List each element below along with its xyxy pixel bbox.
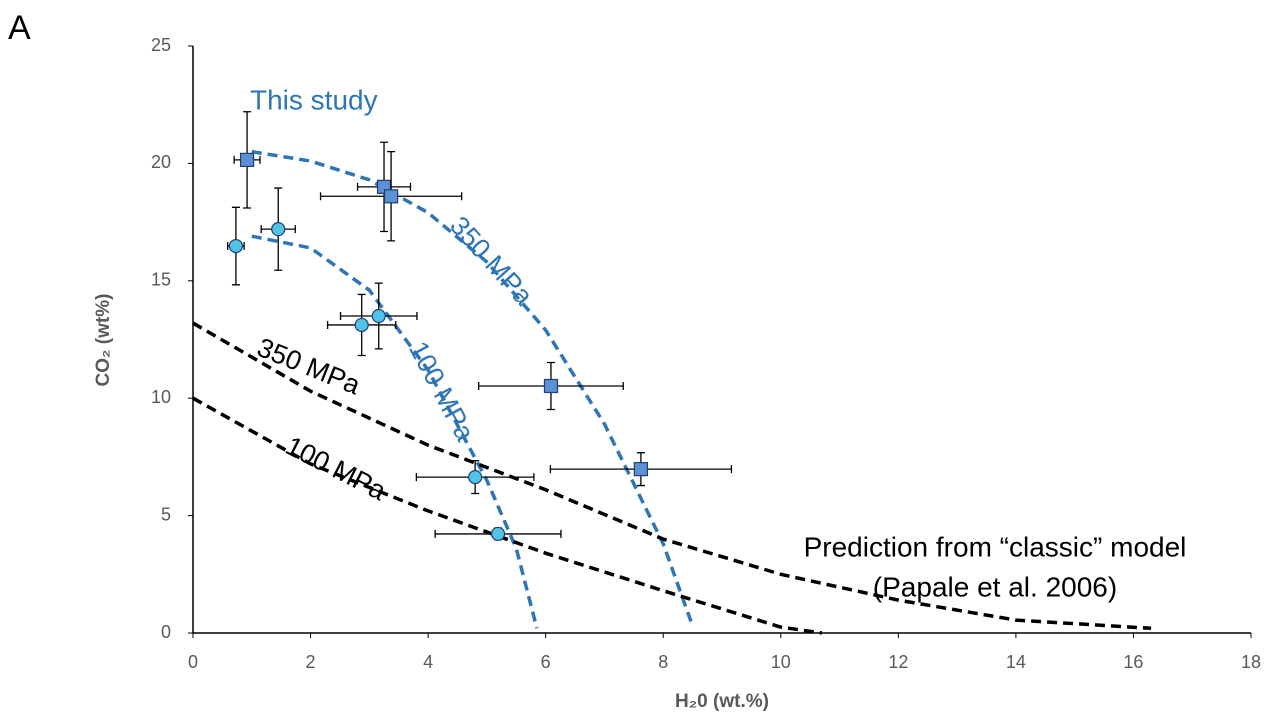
- y-tick-label: 25: [151, 35, 171, 55]
- y-tick-label: 15: [151, 270, 171, 290]
- x-tick-label: 2: [306, 652, 316, 672]
- data-point: [383, 189, 399, 204]
- panel-label: A: [8, 9, 31, 47]
- curve-label: 100 MPa: [281, 430, 392, 506]
- y-tick-label: 5: [161, 504, 171, 524]
- model-curve: [192, 321, 1152, 631]
- y-tick-label: 0: [161, 622, 171, 642]
- data-point: [371, 308, 386, 324]
- x-tick-label: 18: [1241, 652, 1261, 672]
- x-tick-label: 10: [771, 652, 791, 672]
- data-point: [239, 152, 255, 167]
- x-tick-label: 6: [541, 652, 551, 672]
- model-curve: [251, 234, 539, 629]
- data-point: [543, 378, 559, 394]
- data-point: [271, 222, 286, 237]
- x-tick-label: 14: [1006, 652, 1026, 672]
- data-point: [468, 469, 483, 485]
- curve-label: 350 MPa: [444, 211, 539, 312]
- x-tick-label: 8: [658, 652, 668, 672]
- data-point: [228, 238, 244, 254]
- x-tick-label: 16: [1123, 652, 1143, 672]
- data-point: [633, 462, 648, 477]
- annotation: Prediction from “classic” model: [804, 531, 1187, 562]
- y-axis-title: CO₂ (wt%): [93, 294, 114, 387]
- model-curve: [251, 149, 695, 627]
- annotation: (Papale et al. 2006): [873, 571, 1117, 602]
- y-tick-label: 10: [151, 387, 171, 407]
- data-point: [354, 317, 369, 333]
- curve-label: 100 MPa: [403, 336, 481, 446]
- data-point: [490, 526, 506, 542]
- model-curve: [192, 396, 823, 635]
- x-tick-label: 4: [423, 652, 433, 672]
- x-tick-label: 12: [888, 652, 908, 672]
- y-tick-label: 20: [151, 152, 171, 172]
- annotation: This study: [250, 84, 378, 115]
- x-axis-title: H₂0 (wt.%): [675, 691, 769, 712]
- x-tick-label: 0: [188, 652, 198, 672]
